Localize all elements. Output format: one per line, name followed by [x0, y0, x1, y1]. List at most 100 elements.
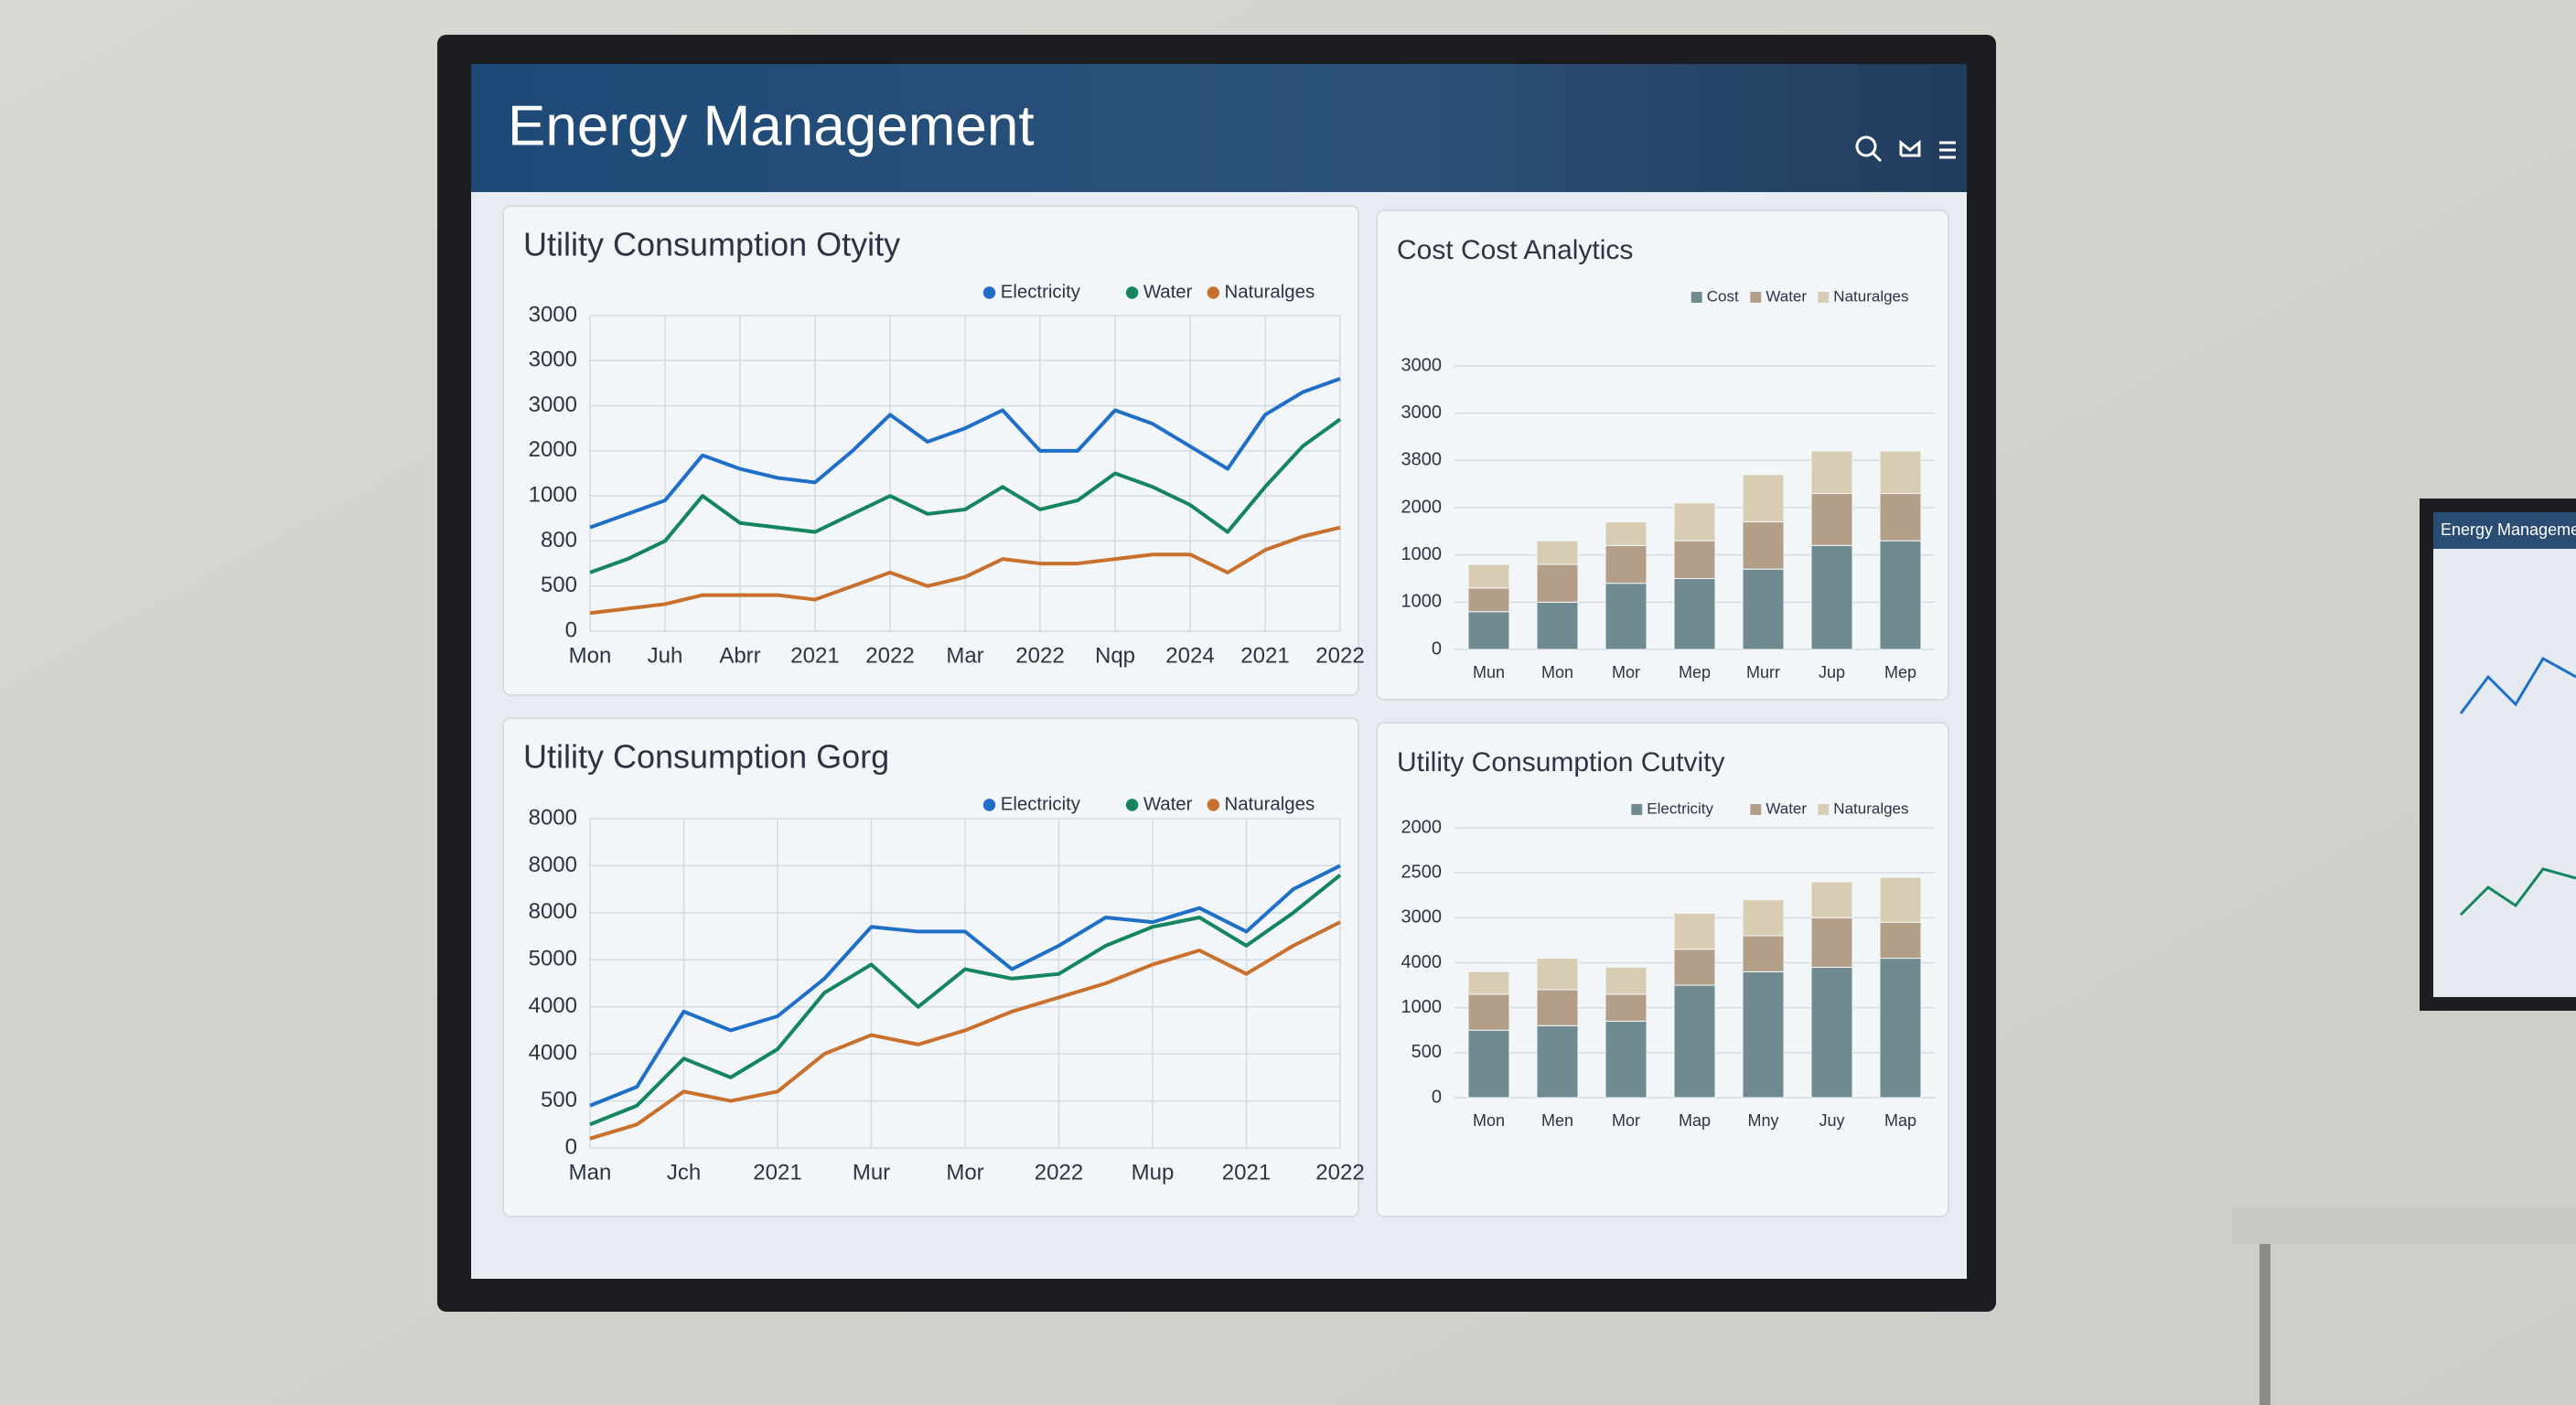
- line-series: [589, 874, 1342, 1127]
- legend-label: Cost: [1707, 287, 1739, 305]
- chart-title: Utility Consumption Otyity: [523, 226, 900, 263]
- bar-segment: [1605, 1020, 1648, 1099]
- y-tick-label: 2000: [1401, 497, 1443, 517]
- y-tick-label: 2500: [1401, 862, 1443, 882]
- bar-segment: [1810, 881, 1853, 918]
- header: [471, 64, 1967, 192]
- y-tick-label: 3000: [1401, 355, 1443, 375]
- legend-swatch: [1750, 292, 1762, 303]
- legend-swatch: [1818, 292, 1830, 303]
- x-tick-label: Mar: [946, 643, 983, 668]
- y-tick-label: 3000: [529, 302, 577, 327]
- bar-segment: [1673, 912, 1716, 950]
- bar-segment: [1467, 971, 1510, 995]
- bar-segment: [1467, 611, 1510, 650]
- y-tick-label: 2000: [1401, 817, 1443, 837]
- x-tick-label: Mon: [1541, 663, 1573, 681]
- bar-segment: [1467, 563, 1510, 589]
- x-tick-label: Abrr: [719, 643, 760, 668]
- line-series: [589, 377, 1341, 530]
- legend-swatch: [1207, 799, 1220, 811]
- y-tick-label: 500: [541, 1088, 577, 1112]
- y-tick-label: 5000: [529, 947, 577, 971]
- x-tick-label: Mur: [853, 1160, 890, 1185]
- x-tick-label: Mny: [1747, 1111, 1778, 1130]
- legend-label: Electricity: [1647, 799, 1713, 817]
- y-tick-label: 8000: [529, 853, 577, 877]
- legend-label: Naturalges: [1833, 799, 1908, 817]
- side-monitor-title: Energy Management: [2441, 520, 2576, 539]
- y-tick-label: 3800: [1401, 450, 1443, 470]
- x-tick-label: 2022: [1035, 1160, 1083, 1185]
- bar-segment: [1742, 521, 1785, 570]
- bar-segment: [1673, 578, 1716, 650]
- legend-label: Electricity: [1001, 282, 1081, 302]
- legend-label: Naturalges: [1833, 287, 1908, 305]
- x-tick-label: 2021: [1222, 1160, 1271, 1185]
- bar-segment: [1467, 1029, 1510, 1099]
- x-tick-label: Mep: [1884, 663, 1916, 681]
- line-series: [589, 417, 1342, 574]
- desk-leg: [2259, 1244, 2270, 1405]
- bar-segment: [1605, 521, 1648, 546]
- bar-segment: [1810, 493, 1853, 546]
- legend-swatch: [1818, 804, 1830, 815]
- bar-segment: [1879, 450, 1922, 494]
- x-tick-label: Mon: [569, 643, 612, 668]
- bar-segment: [1536, 989, 1579, 1026]
- legend-label: Water: [1143, 282, 1193, 302]
- bar-segment: [1742, 935, 1785, 972]
- y-tick-label: 0: [1432, 638, 1442, 659]
- x-tick-label: Mor: [946, 1160, 983, 1185]
- panel: [1376, 722, 1949, 1217]
- y-tick-label: 0: [565, 617, 577, 642]
- x-tick-label: Mor: [1612, 663, 1640, 681]
- bar-segment: [1810, 544, 1853, 650]
- bar-segment: [1673, 949, 1716, 986]
- y-tick-label: 500: [541, 573, 577, 597]
- legend-swatch: [1631, 804, 1643, 815]
- x-tick-label: Mep: [1679, 663, 1711, 681]
- y-tick-label: 8000: [529, 805, 577, 830]
- bar-segment: [1810, 966, 1853, 1099]
- x-tick-label: Nqp: [1095, 643, 1135, 668]
- bar-segment: [1536, 540, 1579, 565]
- y-tick-label: 3000: [1401, 402, 1443, 423]
- line-series: [589, 920, 1341, 1141]
- bar-segment: [1536, 601, 1579, 650]
- x-tick-label: Map: [1884, 1111, 1916, 1130]
- bar-segment: [1467, 587, 1510, 613]
- x-tick-label: Juh: [648, 643, 683, 668]
- x-tick-label: Mor: [1612, 1111, 1640, 1130]
- bar-segment: [1879, 958, 1922, 1099]
- bar-segment: [1605, 993, 1648, 1022]
- y-tick-label: 3000: [529, 348, 577, 372]
- legend-swatch: [1125, 799, 1139, 811]
- x-tick-label: Jup: [1819, 663, 1845, 681]
- y-tick-label: 1000: [529, 482, 577, 507]
- x-tick-label: Juy: [1819, 1111, 1844, 1130]
- bar-segment: [1536, 958, 1579, 991]
- y-tick-label: 0: [1432, 1087, 1442, 1107]
- x-tick-label: 2021: [753, 1160, 801, 1185]
- desk: [2232, 1207, 2576, 1244]
- x-tick-label: Mon: [1473, 1111, 1505, 1130]
- crown-icon[interactable]: [1899, 139, 1921, 157]
- legend-label: Water: [1766, 287, 1807, 305]
- x-tick-label: 2022: [1315, 1160, 1364, 1185]
- y-tick-label: 4000: [529, 1040, 577, 1065]
- x-tick-label: Men: [1541, 1111, 1573, 1130]
- y-tick-label: 500: [1411, 1042, 1442, 1062]
- y-tick-label: 1000: [1401, 544, 1443, 564]
- x-tick-label: 2021: [1240, 643, 1289, 668]
- search-icon[interactable]: [1855, 135, 1877, 157]
- legend-swatch: [982, 286, 996, 299]
- x-tick-label: Man: [569, 1160, 612, 1185]
- bar-segment: [1673, 540, 1716, 580]
- legend-label: Naturalges: [1225, 282, 1315, 302]
- y-tick-label: 3000: [529, 392, 577, 417]
- bar-segment: [1605, 583, 1648, 650]
- bar-segment: [1536, 1024, 1579, 1099]
- y-tick-label: 3000: [1401, 907, 1443, 928]
- bar-segment: [1673, 984, 1716, 1099]
